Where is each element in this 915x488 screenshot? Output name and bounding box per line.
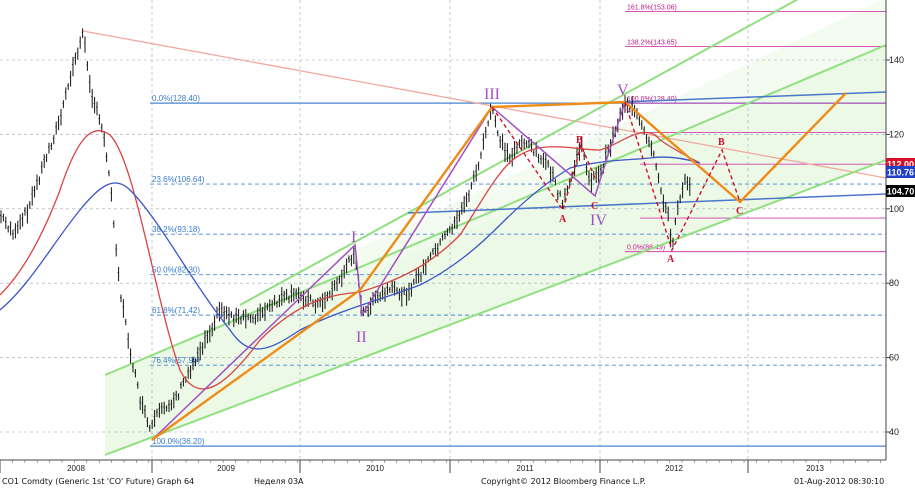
y-tick-label: 140: [889, 55, 904, 65]
footer-instrument: CO1 Comdty (Generic 1st 'CO' Future) Gra…: [2, 477, 195, 486]
price-badge-text: 112.00: [887, 160, 914, 170]
fib-label-left: 50.0%(82.30): [152, 266, 200, 275]
x-tick-label: 2011: [516, 464, 534, 473]
support-line-blue: [407, 193, 887, 214]
fib-label-left: 76.4%(57.96): [152, 356, 200, 365]
y-tick-label: 100: [889, 204, 904, 214]
descending-trendline: [82, 30, 887, 179]
fib-label-right: 0.0%(88.49): [627, 245, 665, 252]
y-tick-label: 40: [889, 427, 899, 437]
orange-trend: [151, 100, 626, 441]
x-tick-label: 2010: [366, 464, 384, 473]
footer-copyright: Copyright© 2012 Bloomberg Finance L.P.: [481, 477, 646, 486]
wave-label-III: III: [484, 86, 500, 103]
abc-label-A1: A: [559, 214, 567, 225]
footer-week: Неделя 03А: [254, 477, 304, 486]
fib-label-right: 138.2%(143.65): [627, 39, 677, 46]
abc-dashed-2: [624, 101, 741, 252]
x-tick-label: 2009: [217, 464, 235, 473]
channel-lower-fill: [105, 45, 886, 455]
fibonacci-lines: 0.0%(128.40) 23.6%(106.64) 38.2%(93.18) 50.…: [150, 4, 886, 447]
fib-label-left: 23.6%(106.64): [152, 175, 205, 184]
y-axis: 40 60 80 100 120 140: [886, 55, 904, 437]
x-tick-label: 2013: [806, 464, 824, 473]
ma-blue-line: [0, 156, 701, 350]
price-badge-text: 110.76: [887, 168, 914, 178]
channel-line-top: [239, 0, 799, 306]
abc-dashed-1: [491, 106, 596, 212]
x-tick-label: 2008: [67, 464, 85, 473]
fib-label-left: 61.8%(71.42): [152, 306, 200, 315]
wave-label-II: II: [356, 329, 367, 346]
fib-label-left: 38.2%(93.18): [152, 225, 200, 234]
footer-timestamp: 01-Aug-2012 08:30:10: [794, 477, 885, 486]
wave-label-V: V: [617, 82, 629, 99]
price-badge-box: [886, 166, 915, 178]
channel-line-bottom: [104, 159, 887, 456]
abc-label-B1: B: [576, 135, 583, 146]
fib-label-left: 100.0%(36.20): [152, 437, 205, 446]
x-tick-label: 2012: [665, 464, 683, 473]
y-tick-label: 120: [889, 129, 904, 139]
wave-label-I: I: [351, 229, 356, 246]
fib-label-right: 100.0%(128.40): [627, 96, 677, 103]
price-badge-text: 104.70: [887, 187, 915, 197]
x-axis: 2008 2009 2010 2011 2012 2013: [0, 460, 881, 473]
channel-upper-fill: [240, 0, 886, 330]
abc-label-B2: B: [718, 137, 725, 148]
price-badge-box: [886, 185, 915, 197]
fib-label-left: 0.0%(128.40): [152, 94, 200, 103]
wave-label-IV: IV: [590, 212, 607, 229]
abc-label-A2: A: [667, 254, 675, 265]
abc-label-C1: C: [591, 201, 598, 212]
elliott-wave-purple: [151, 101, 626, 441]
abc-label-C2: C: [736, 206, 743, 217]
y-tick-label: 80: [889, 278, 899, 288]
y-tick-label: 60: [889, 353, 899, 363]
fib-label-right: 161.8%(153.06): [627, 4, 677, 11]
ma-red-line: [0, 130, 701, 390]
footer-bar: CO1 Comdty (Generic 1st 'CO' Future) Gra…: [0, 476, 915, 488]
price-series: [0, 28, 691, 432]
